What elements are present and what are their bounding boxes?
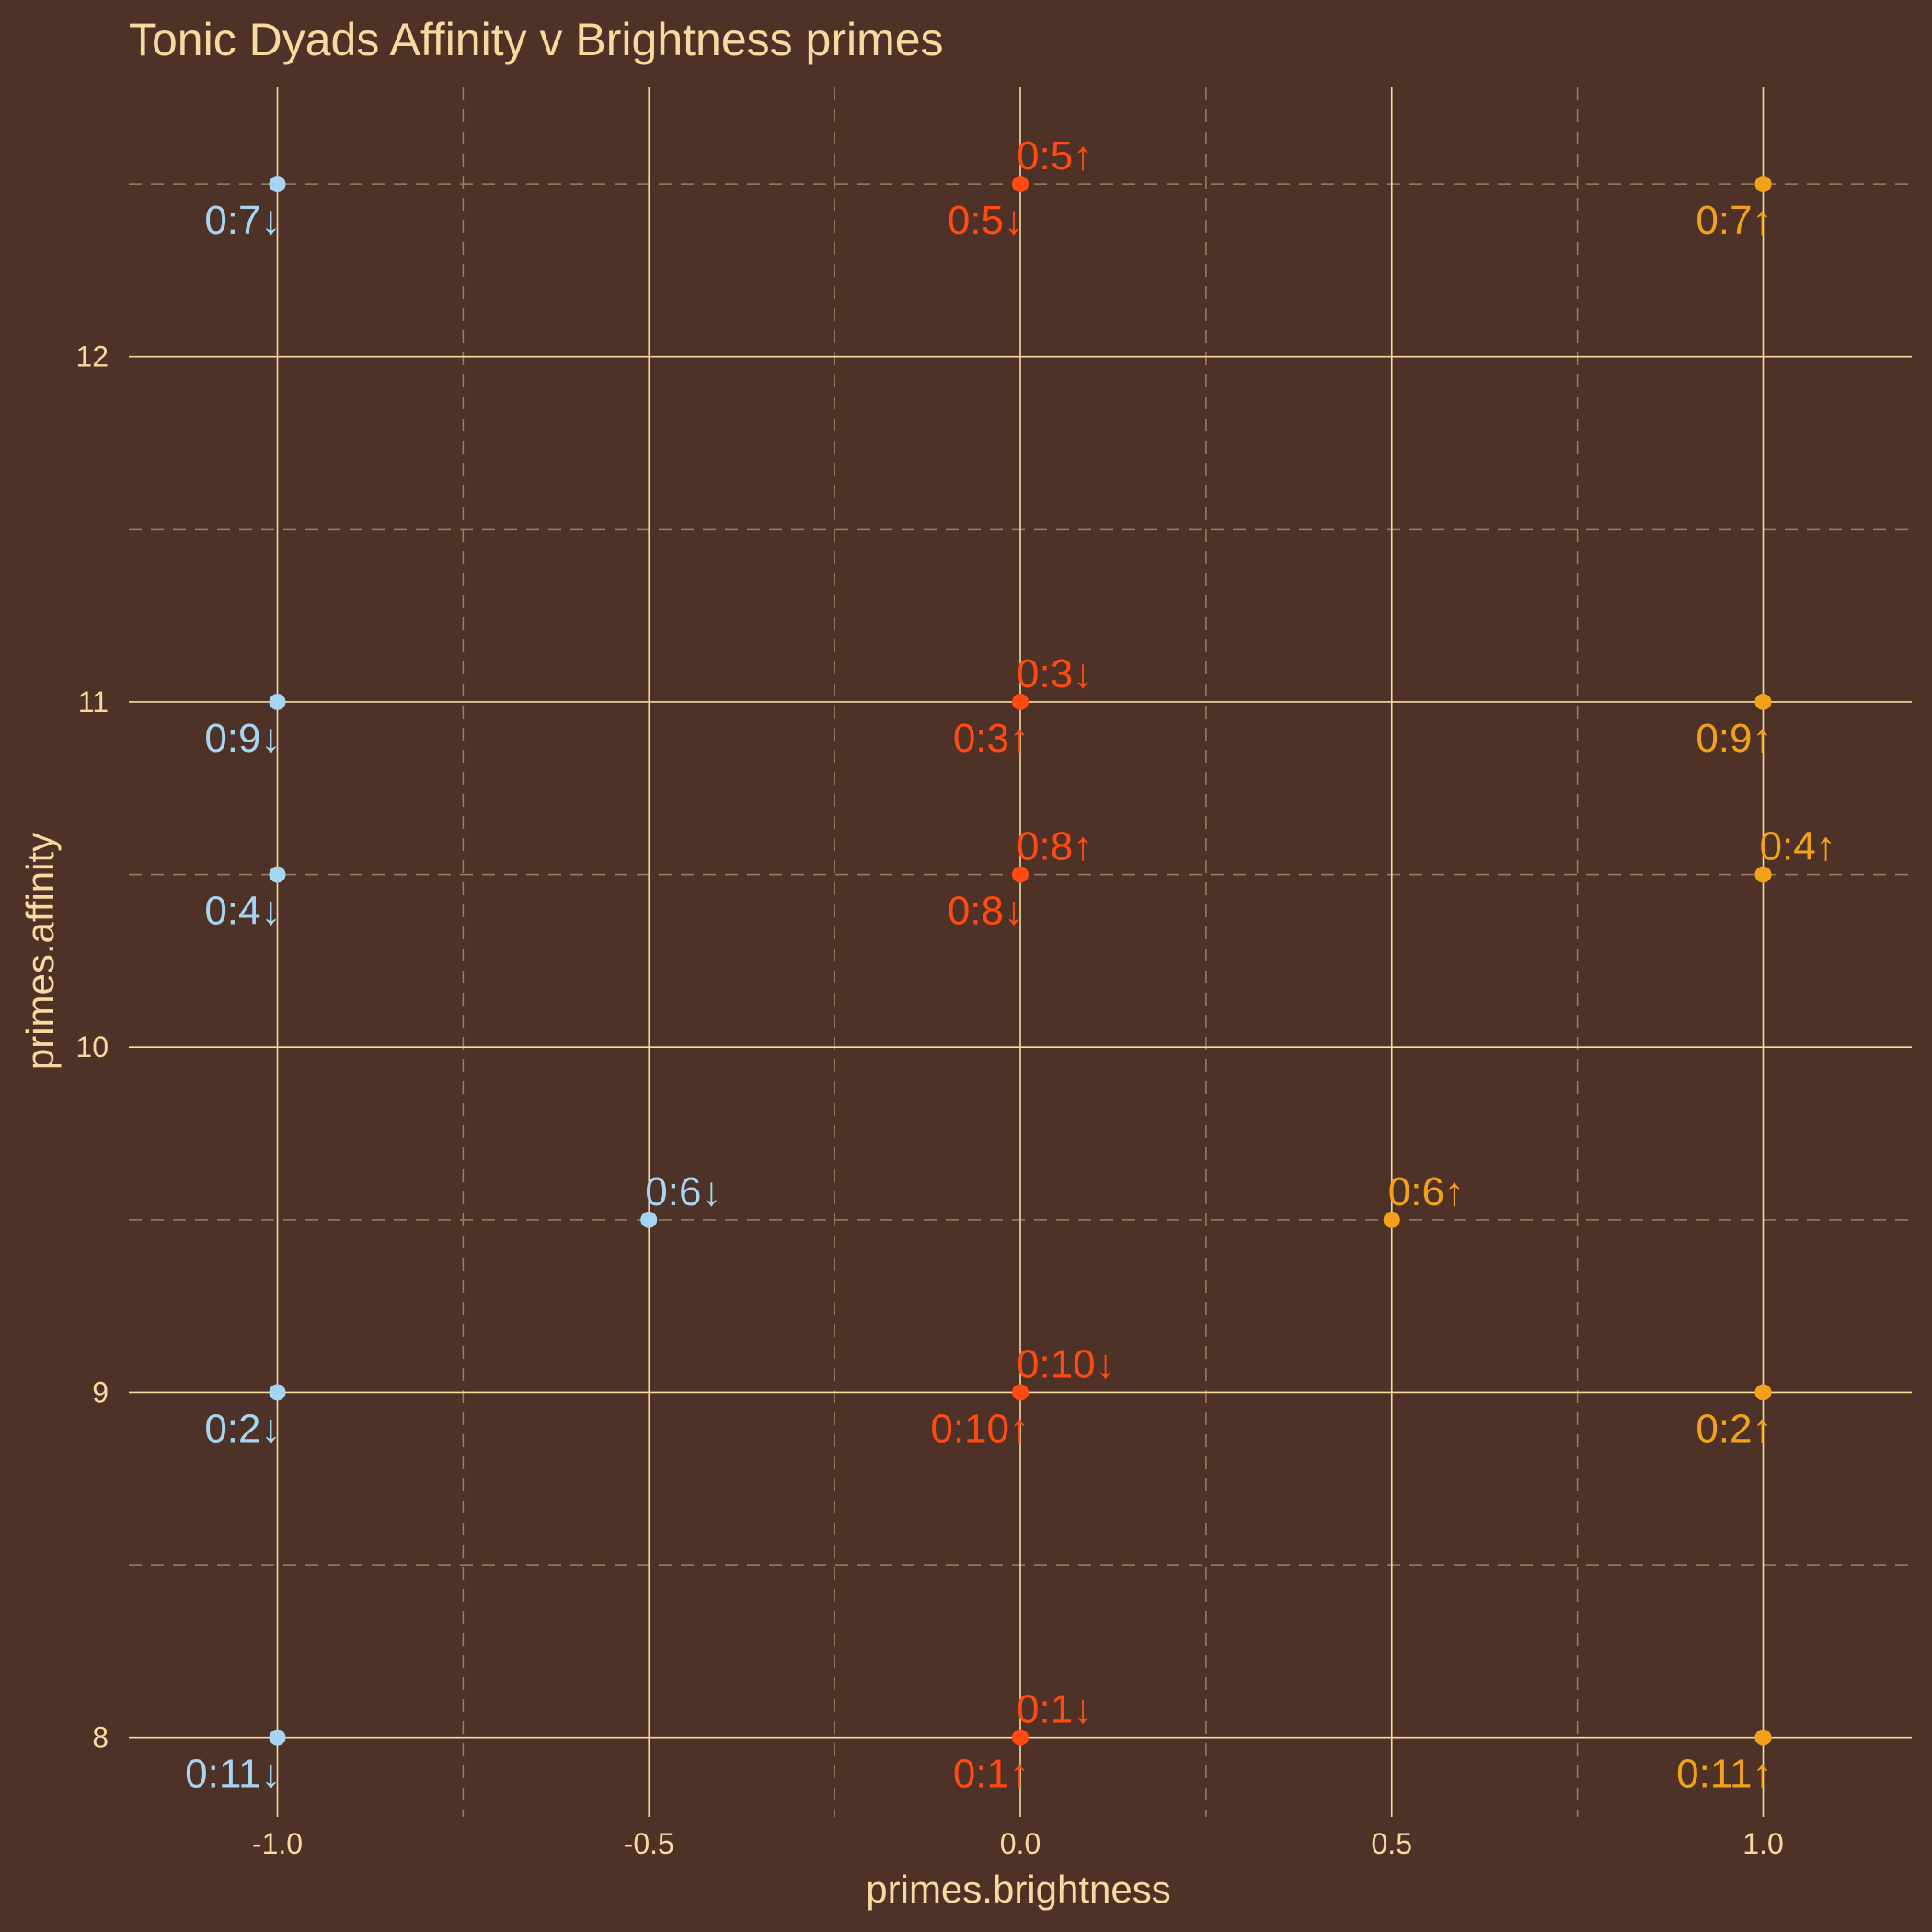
data-points: [269, 176, 1772, 1746]
point-label: 0:11↓: [185, 1752, 281, 1797]
data-point: [1012, 1384, 1029, 1401]
y-tick-label: 8: [92, 1721, 109, 1754]
point-label: 0:9↓: [204, 716, 281, 761]
data-point: [1754, 176, 1772, 193]
x-tick-label: 0.5: [1372, 1827, 1412, 1860]
point-label: 0:1↓: [1017, 1687, 1093, 1732]
point-label: 0:10↑: [930, 1406, 1029, 1451]
data-point: [269, 693, 286, 710]
data-point: [1012, 176, 1029, 193]
data-point: [1754, 1729, 1772, 1746]
y-tick-label: 11: [78, 685, 109, 719]
data-point: [269, 1384, 286, 1401]
y-tick-label: 10: [75, 1030, 109, 1064]
point-label: 0:2↓: [204, 1406, 281, 1451]
x-tick-label: 1.0: [1742, 1827, 1783, 1860]
data-point: [1754, 866, 1772, 883]
point-label: 0:5↓: [948, 198, 1024, 243]
point-label: 0:4↑: [1760, 824, 1836, 869]
x-axis-title: primes.brightness: [866, 1868, 1170, 1911]
y-axis-tick-labels: 8 9 10 11 12: [75, 340, 109, 1754]
point-label: 0:3↓: [1017, 651, 1093, 696]
point-label: 0:10↓: [1017, 1341, 1116, 1386]
data-point: [1012, 693, 1029, 710]
point-label: 0:3↑: [953, 716, 1029, 761]
chart-title: Tonic Dyads Affinity v Brightness primes: [129, 14, 944, 65]
y-axis-title: primes.affinity: [18, 833, 62, 1070]
data-point: [1012, 866, 1029, 883]
point-label: 0:6↓: [645, 1169, 721, 1214]
data-point: [269, 866, 286, 883]
x-tick-label: -1.0: [252, 1827, 303, 1860]
data-point: [1754, 693, 1772, 710]
point-label: 0:2↑: [1696, 1406, 1772, 1451]
point-label: 0:4↓: [204, 889, 281, 934]
data-point: [1754, 1384, 1772, 1401]
point-labels: 0:7↓ 0:9↓ 0:4↓ 0:2↓ 0:11↓ 0:6↓ 0:5↑ 0:5↓ 0:3↓ 0:3…: [185, 133, 1836, 1797]
point-label: 0:7↑: [1696, 198, 1772, 243]
x-axis-tick-labels: -1.0 -0.5 0.0 0.5 1.0: [252, 1827, 1784, 1860]
point-label: 0:6↑: [1388, 1169, 1465, 1214]
data-point: [1012, 1729, 1029, 1746]
data-point: [269, 176, 286, 193]
y-tick-label: 12: [75, 340, 109, 374]
point-label: 0:8↑: [1017, 824, 1093, 869]
data-point: [269, 1729, 286, 1746]
point-label: 0:7↓: [204, 198, 281, 243]
point-label: 0:1↑: [953, 1752, 1029, 1797]
point-label: 0:5↑: [1017, 133, 1093, 178]
point-label: 0:11↑: [1676, 1752, 1772, 1797]
point-label: 0:9↑: [1696, 716, 1772, 761]
x-tick-label: -0.5: [624, 1827, 674, 1860]
x-tick-label: 0.0: [1000, 1827, 1041, 1860]
data-point: [640, 1211, 658, 1228]
data-point: [1383, 1211, 1400, 1228]
y-tick-label: 9: [92, 1375, 109, 1409]
point-label: 0:8↓: [948, 889, 1024, 934]
